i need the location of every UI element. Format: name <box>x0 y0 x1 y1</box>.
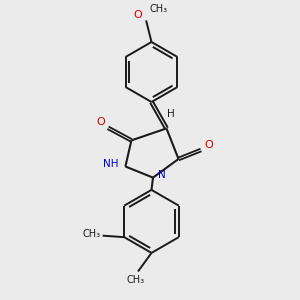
Text: O: O <box>204 140 213 151</box>
Text: N: N <box>158 170 165 180</box>
Text: O: O <box>96 117 105 128</box>
Text: NH: NH <box>103 159 119 169</box>
Text: O: O <box>133 10 142 20</box>
Text: CH₃: CH₃ <box>150 4 168 14</box>
Text: CH₃: CH₃ <box>82 229 100 239</box>
Text: H: H <box>167 109 175 119</box>
Text: CH₃: CH₃ <box>127 275 145 285</box>
